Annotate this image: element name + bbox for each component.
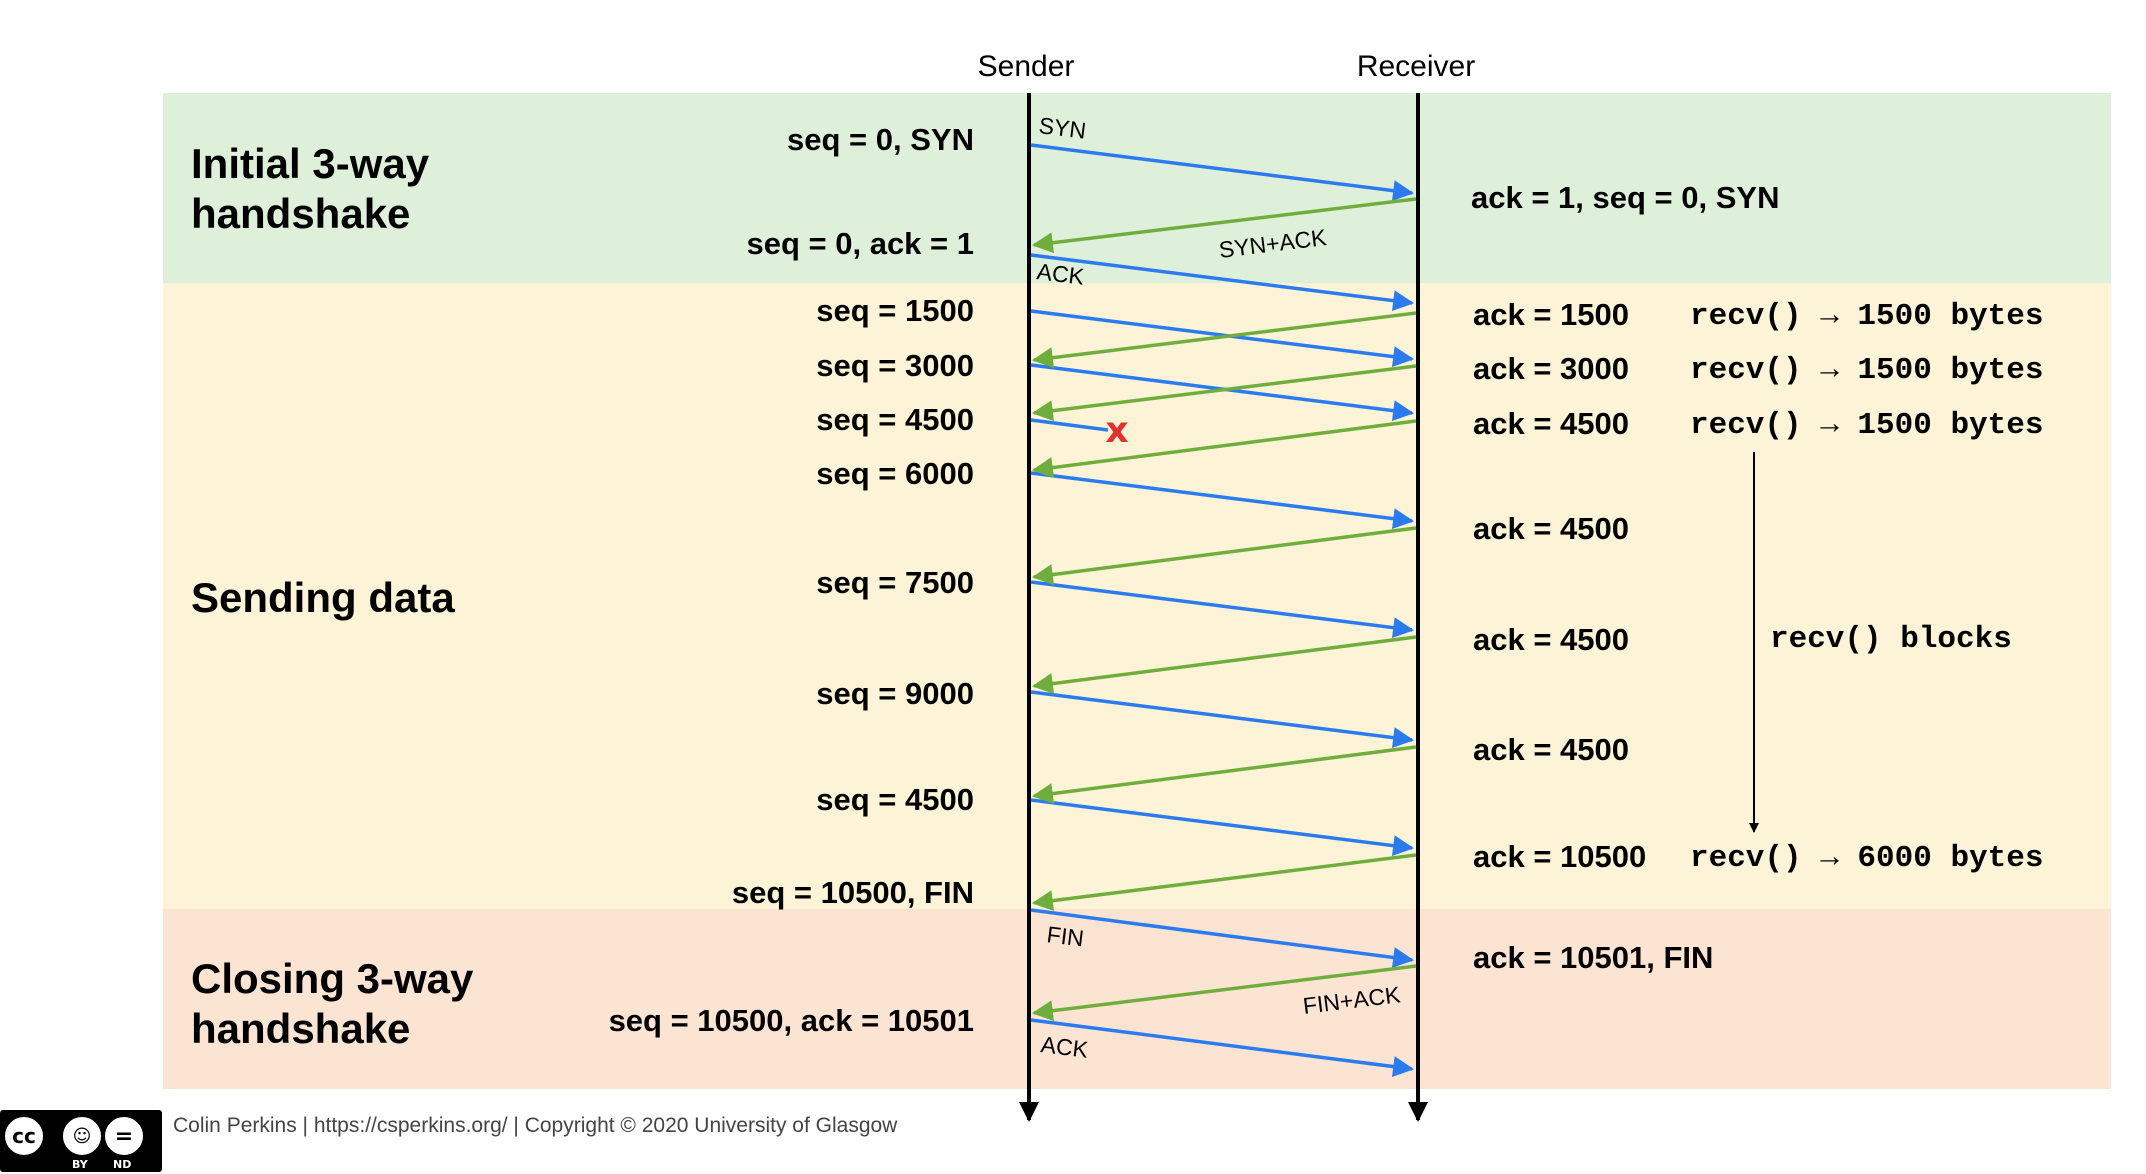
arrow-final-ack [1030, 1018, 1415, 1078]
recv-note: recv() → 1500 bytes [1690, 408, 2043, 443]
no-derivatives-icon: = [102, 1114, 146, 1158]
arrow-ack-4500-a [1031, 419, 1417, 479]
arrow-label-fin: FIN [1045, 921, 1085, 951]
arrow-syn-ack [1031, 197, 1417, 254]
license-nd-label: ND [113, 1158, 132, 1171]
cc-license-badge[interactable]: cc ☺ = BY ND [0, 1110, 162, 1172]
sender-label: seq = 4500 [816, 402, 974, 437]
arrow-ack-4500-b [1031, 526, 1417, 586]
packet-loss-marker: x [1105, 410, 1128, 451]
receiver-label: ack = 1, seq = 0, SYN [1471, 180, 1779, 215]
section-title-closing-line1: Closing 3-way [191, 955, 474, 1002]
arrow-ack-10500 [1031, 853, 1417, 912]
recv-note-blocks: recv() blocks [1770, 622, 2012, 657]
arrow-label-final-ack: ACK [1039, 1031, 1090, 1063]
sender-label: seq = 0, SYN [787, 122, 974, 157]
arrow-seq-9000 [1030, 690, 1415, 749]
arrow-syn [1030, 143, 1415, 202]
sender-label: seq = 0, ack = 1 [746, 226, 974, 261]
receiver-label: ack = 1500 [1473, 297, 1629, 332]
arrow-seq-6000 [1030, 471, 1415, 530]
sender-label: seq = 10500, FIN [732, 875, 974, 910]
recv-note: recv() → 1500 bytes [1690, 299, 2043, 334]
receiver-label: ack = 4500 [1473, 622, 1629, 657]
arrow-label-syn: SYN [1037, 112, 1087, 144]
recv-note: recv() → 1500 bytes [1690, 353, 2043, 388]
receiver-label: ack = 10501, FIN [1473, 940, 1713, 975]
recv-note: recv() → 6000 bytes [1690, 841, 2043, 876]
sender-label: seq = 4500 [816, 782, 974, 817]
arrow-ack-1500 [1031, 311, 1417, 369]
arrow-seq-1500 [1030, 309, 1415, 368]
sender-label: seq = 9000 [816, 676, 974, 711]
attribution-icon: ☺ [60, 1114, 104, 1158]
arrow-ack-4500-c [1031, 635, 1417, 695]
sender-heading: Sender [978, 50, 1075, 83]
copyright-credit: Colin Perkins | https://csperkins.org/ |… [173, 1114, 898, 1137]
arrow-seq-4500-lost [1030, 418, 1109, 432]
section-title-sending-data: Sending data [191, 574, 455, 621]
footer: cc ☺ = BY ND Colin Perkins | https://csp… [0, 1110, 2146, 1174]
sender-label: seq = 10500, ack = 10501 [609, 1003, 974, 1038]
sender-label: seq = 3000 [816, 348, 974, 383]
arrow-fin [1030, 908, 1415, 968]
cc-icon: cc [2, 1114, 46, 1158]
receiver-label: ack = 4500 [1473, 732, 1629, 767]
section-bg-initial-handshake [163, 93, 2111, 283]
section-title-closing-line2: handshake [191, 1005, 410, 1052]
sender-label: seq = 1500 [816, 293, 974, 328]
arrow-seq-4500-retransmit [1030, 798, 1415, 857]
arrow-ack-4500-d [1031, 745, 1417, 805]
license-by-label: BY [72, 1158, 88, 1171]
section-title-initial-line1: Initial 3-way [191, 140, 430, 187]
sender-label: seq = 6000 [816, 456, 974, 491]
arrow-fin-ack [1031, 964, 1417, 1022]
section-title-initial-line2: handshake [191, 190, 410, 237]
receiver-label: ack = 3000 [1473, 351, 1629, 386]
receiver-label: ack = 10500 [1473, 839, 1646, 874]
arrow-label-ack: ACK [1035, 258, 1086, 290]
arrow-handshake-ack [1030, 253, 1415, 312]
sender-label: seq = 7500 [816, 565, 974, 600]
receiver-heading: Receiver [1357, 50, 1475, 83]
receiver-label: ack = 4500 [1473, 511, 1629, 546]
arrow-seq-7500 [1030, 580, 1415, 639]
arrow-ack-3000 [1031, 364, 1417, 422]
receiver-label: ack = 4500 [1473, 406, 1629, 441]
